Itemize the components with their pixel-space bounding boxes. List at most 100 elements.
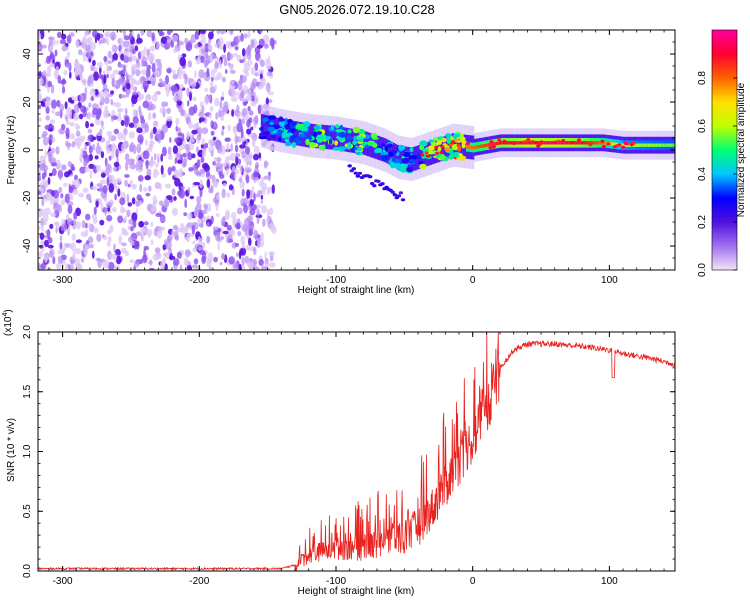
noise-blob [106,176,110,187]
signal-blob [389,162,396,169]
track-core [598,141,601,145]
noise-blob [106,130,113,137]
noise-blob [172,258,180,266]
noise-blob [119,38,124,44]
noise-blob [210,120,214,129]
signal-blob [357,137,364,143]
snr-scale-close: ) [3,309,14,312]
noise-blob [194,70,197,79]
noise-blob [120,53,125,61]
signal-peak [601,145,606,149]
noise-blob [164,263,168,270]
noise-blob [75,221,81,230]
track-core [567,141,569,145]
noise-blob [140,30,145,36]
noise-blob [177,100,183,106]
noise-blob [100,126,105,130]
noise-blob [260,182,268,191]
track-body [333,125,335,150]
noise-blob [106,64,110,74]
snr-ylabel: SNR (10 * v/v) [6,418,17,482]
noise-blob [253,145,260,155]
noise-blob [172,95,178,102]
noise-blob [83,37,87,46]
y-tick-label: 0.0 [22,564,33,578]
noise-blob [241,48,246,57]
noise-blob [99,66,102,75]
noise-blob [106,38,110,46]
noise-blob [160,153,163,162]
signal-blob [444,147,451,152]
noise-blob [253,116,259,126]
noise-blob [243,33,248,39]
noise-blob [56,31,62,38]
track-core [661,143,663,147]
noise-blob [198,249,206,255]
signal-blob [437,146,442,152]
noise-blob [214,97,220,107]
noise-blob [257,104,262,115]
noise-blob [219,100,223,110]
noise-blob [132,116,139,124]
noise-blob [69,194,74,201]
signal-blob [284,117,289,125]
noise-blob [222,183,227,187]
track-body [260,114,263,138]
noise-blob [68,111,72,121]
noise-blob [88,145,93,154]
noise-blob [112,43,115,52]
noise-blob [200,33,205,39]
track-core [638,143,640,147]
noise-blob [126,209,131,218]
noise-blob [103,89,110,98]
noise-blob [135,231,142,236]
signal-blob [334,140,338,146]
noise-blob [201,255,207,264]
track-core [590,141,592,145]
noise-blob [74,179,80,189]
x-tick-label: 100 [601,576,618,587]
track-core [521,141,524,145]
noise-blob [38,190,41,195]
noise-blob [78,49,83,56]
noise-blob [55,159,62,169]
noise-blob [268,251,275,256]
noise-blob [93,71,99,81]
track-body [262,114,264,139]
noise-blob [42,136,49,146]
noise-blob [87,111,91,120]
noise-blob [214,84,217,90]
noise-blob [38,71,42,78]
noise-blob [44,150,47,158]
noise-blob [173,196,177,201]
noise-blob [113,243,116,253]
noise-blob [166,68,172,74]
noise-blob [174,177,181,187]
track-core [558,141,561,145]
noise-blob [226,224,232,231]
noise-blob [117,188,121,197]
track-core [527,141,529,145]
track-core [487,143,490,147]
noise-blob [102,185,108,194]
noise-blob [231,109,235,117]
signal-blob [355,174,361,178]
noise-blob [118,63,125,68]
noise-blob [156,40,160,51]
noise-blob [235,252,239,257]
track-core [502,141,505,145]
track-core [660,143,662,147]
noise-blob [54,49,58,57]
noise-blob [171,165,176,172]
signal-blob [353,171,358,175]
noise-blob [149,103,156,111]
noise-blob [206,235,211,244]
track-core [528,141,531,145]
track-core [501,141,503,145]
noise-blob [38,93,43,103]
noise-blob [92,143,96,151]
noise-blob [249,111,254,116]
noise-blob [129,162,136,170]
signal-peak [424,151,429,155]
